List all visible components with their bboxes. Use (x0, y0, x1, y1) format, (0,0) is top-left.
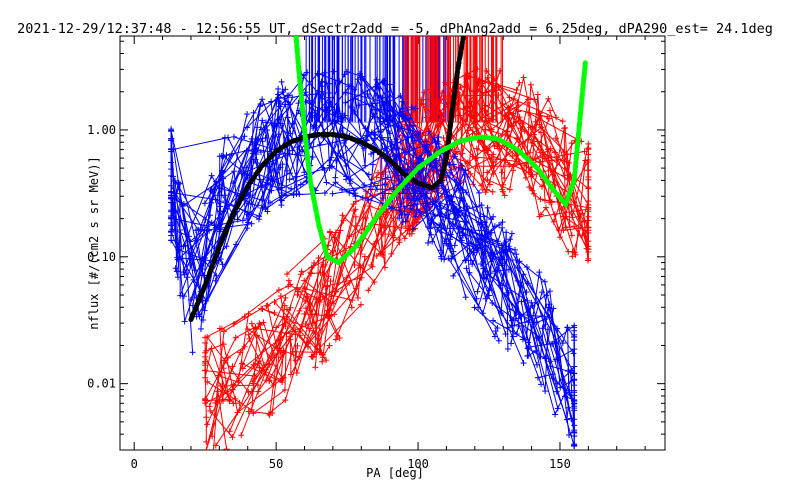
series-line (308, 100, 347, 177)
series-line (419, 172, 474, 254)
series-line (515, 107, 589, 218)
series-line (436, 104, 529, 170)
y-tick-label: 0.01 (87, 377, 116, 391)
series-line (248, 299, 317, 415)
series-line (192, 179, 261, 306)
x-axis-label: PA [deg] (366, 466, 424, 480)
series-line (314, 91, 365, 186)
series-line (252, 313, 335, 414)
series-line (575, 160, 586, 255)
x-tick-label: 50 (269, 457, 283, 471)
series-line (484, 245, 546, 324)
series-line (281, 81, 291, 134)
series-line (477, 227, 537, 357)
series-line (469, 127, 494, 163)
series-line (220, 75, 305, 188)
data-series (168, 66, 592, 450)
series-line (286, 95, 305, 173)
series-line (507, 84, 573, 236)
series-line (517, 267, 575, 374)
blue-series (168, 68, 578, 450)
series-line (204, 136, 245, 204)
series-line (223, 135, 302, 196)
series-line (333, 211, 399, 299)
series-line (508, 245, 575, 345)
series-line (446, 191, 490, 296)
series-line (271, 305, 286, 414)
x-tick-label: 0 (131, 457, 138, 471)
series-line (233, 280, 290, 325)
series-line (378, 88, 386, 114)
series-line (213, 137, 259, 227)
x-tick-label: 150 (549, 457, 571, 471)
series-line (345, 81, 448, 205)
series-line (555, 348, 575, 361)
series-line (280, 295, 286, 327)
y-tick-label: 0.10 (87, 250, 116, 264)
fit-curves (188, 36, 589, 323)
series-line (542, 179, 589, 234)
series-line (547, 128, 566, 228)
plot-frame (119, 35, 666, 451)
series-line (190, 171, 230, 301)
series-line (447, 218, 542, 385)
series-line (432, 203, 456, 214)
series-line (266, 88, 281, 181)
series-line (487, 102, 529, 191)
series-line (349, 166, 463, 237)
y-axis-label: nflux [#/(cm2 s sr MeV)] (87, 156, 101, 329)
series-line (247, 328, 284, 354)
series-line (365, 127, 464, 236)
series-line (419, 136, 482, 249)
vertical-line-markers (304, 36, 504, 123)
series-line (311, 304, 362, 357)
series-line (333, 71, 351, 180)
series-line (360, 179, 387, 268)
series-line (205, 366, 234, 450)
series-line (312, 108, 326, 129)
series-line (182, 169, 271, 221)
series-line (573, 226, 589, 250)
series-line (507, 315, 543, 329)
series-line (211, 308, 275, 437)
series-line (242, 327, 294, 369)
series-line (467, 80, 523, 178)
series-line (221, 97, 279, 225)
series-line (209, 326, 256, 407)
series-line (465, 268, 478, 299)
series-line (511, 312, 517, 321)
x-tick-label: 100 (407, 457, 429, 471)
series-line (334, 113, 343, 178)
series-line (518, 290, 575, 389)
series-line (445, 243, 500, 341)
y-tick-label: 1.00 (87, 123, 116, 137)
series-line (448, 146, 511, 270)
series-line (268, 330, 314, 381)
series-line (498, 86, 553, 203)
series-line (447, 247, 514, 337)
series-line (544, 304, 575, 401)
series-line (370, 109, 376, 190)
series-line (205, 398, 236, 402)
series-line (471, 216, 494, 265)
plot-axes: 0 50 100 150 0.01 0.10 1.00 (87, 35, 666, 471)
series-line (286, 238, 326, 275)
series-line (356, 183, 376, 226)
series-line (251, 230, 341, 392)
series-line (195, 158, 267, 278)
series-line (478, 79, 535, 100)
series-line (345, 91, 433, 161)
series-line (232, 153, 254, 184)
series-line (462, 200, 520, 336)
series-line (363, 195, 373, 230)
series-line (266, 110, 318, 202)
black-fit-curve (188, 36, 466, 323)
chart-title: 2021-12-29/12:37:48 - 12:56:55 UT, dSect… (17, 21, 773, 37)
series-line (255, 93, 303, 155)
series-line (550, 365, 575, 404)
green-fit-curve (293, 36, 589, 266)
series-line (474, 307, 498, 329)
